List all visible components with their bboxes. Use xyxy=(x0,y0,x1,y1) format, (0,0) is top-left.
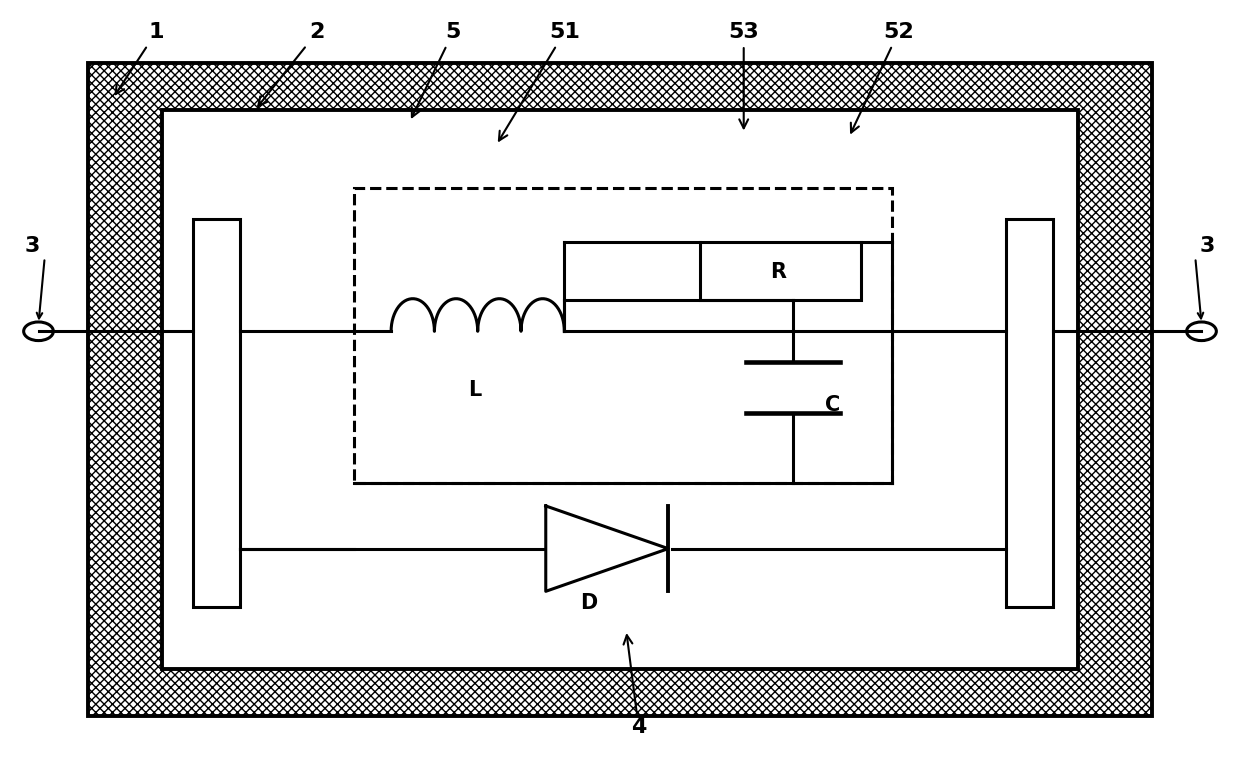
Bar xyxy=(162,110,1078,669)
Polygon shape xyxy=(546,506,668,591)
Text: 5: 5 xyxy=(412,23,461,117)
Bar xyxy=(88,63,1152,716)
Text: R: R xyxy=(770,262,786,281)
Text: C: C xyxy=(825,395,841,415)
Text: 52: 52 xyxy=(851,23,914,132)
Text: 2: 2 xyxy=(258,23,325,106)
Bar xyxy=(701,242,862,300)
Text: L: L xyxy=(469,379,482,400)
Text: 3: 3 xyxy=(25,236,40,256)
Bar xyxy=(1006,219,1053,607)
Text: 4: 4 xyxy=(624,635,646,737)
Text: 51: 51 xyxy=(498,23,580,141)
Text: 53: 53 xyxy=(728,23,759,129)
Bar xyxy=(193,219,241,607)
Bar xyxy=(353,188,893,483)
Text: D: D xyxy=(580,593,598,613)
Text: 1: 1 xyxy=(115,23,164,94)
Text: 3: 3 xyxy=(1200,236,1215,256)
